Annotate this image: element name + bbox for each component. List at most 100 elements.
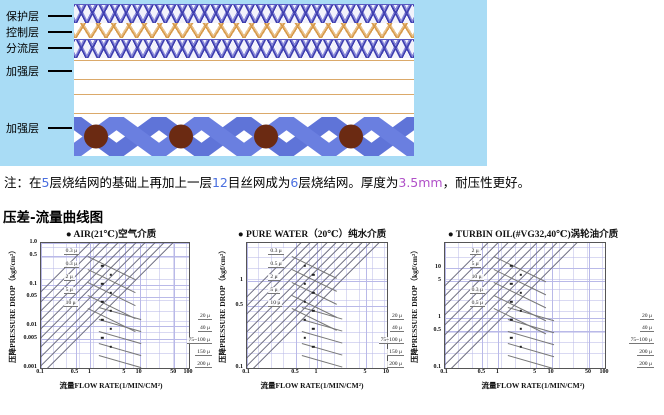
gridline-horizontal-minor: [41, 246, 189, 248]
gridline-vertical-minor: [132, 243, 134, 368]
note-text-4: ，耐压性更好。: [442, 175, 531, 190]
gridline-horizontal-minor: [41, 257, 189, 259]
leader-line-diffusion: [48, 47, 72, 49]
gridline-vertical-minor: [106, 243, 108, 368]
curve-callout-label: 2 μ: [268, 274, 280, 281]
x-axis-ticks: 0.1 0.5 1 5 10 50 100: [36, 369, 192, 379]
layer-label-protective: 保护层: [6, 10, 39, 23]
gridline-vertical-minor: [119, 243, 121, 368]
gridline-vertical-minor: [384, 243, 386, 368]
note-prefix: 注：在: [4, 175, 42, 190]
curve-callout-label: 0.3 μ: [268, 248, 284, 255]
plot-area: [444, 242, 606, 369]
gridline-vertical-minor: [371, 243, 373, 368]
gridline-vertical-minor: [258, 243, 260, 368]
curve-callout-label: 40 μ: [198, 325, 212, 332]
curve-marker-point: [509, 300, 513, 304]
curve-marker-point: [311, 291, 315, 295]
curve-callout-label: 200 μ: [195, 361, 212, 368]
support-circle: [74, 59, 94, 81]
gridline-horizontal: [41, 284, 189, 286]
x-axis-ticks: 0.1 0.5 1 5 10: [242, 369, 389, 379]
support-circle: [116, 93, 138, 115]
gridline-vertical-minor: [172, 243, 174, 368]
chart-title-air: ● AIR(21℃)空气介质: [65, 230, 157, 240]
curve-callout-label: 0.5 μ: [469, 300, 485, 307]
gridline-vertical-minor: [457, 243, 459, 368]
curve-marker-point: [509, 264, 513, 268]
curve-marker-point: [303, 300, 306, 304]
curve-callout-label: 5 μ: [469, 261, 481, 268]
curve-callout-label: 75~100 μ: [378, 337, 404, 344]
y-tick-label: 10: [435, 264, 441, 270]
gridline-horizontal: [445, 280, 605, 282]
plot-area: [40, 242, 190, 369]
gridline-horizontal-minor: [445, 321, 605, 323]
gridline-horizontal: [41, 326, 189, 328]
y-tick-label: 0.01: [26, 322, 38, 329]
support-circle: [292, 59, 314, 81]
support-circle: [270, 59, 292, 81]
support-circle: [138, 59, 160, 81]
curve-marker-point: [509, 318, 513, 322]
chart-air: ● AIR(21℃)空气介质 压降PRESSURE DROP（kgf/cm²） …: [6, 226, 216, 415]
x-tick-label: 5: [533, 369, 537, 375]
gridline-vertical-minor: [308, 243, 310, 368]
x-tick-label: 100: [183, 369, 193, 375]
gridline-vertical: [366, 243, 367, 368]
gridline-horizontal-minor: [445, 246, 605, 248]
gridline-vertical: [551, 243, 553, 368]
curve-marker-point: [100, 282, 104, 286]
x-axis-label: 流量FLOW RATE(1/MIN/CM²): [481, 381, 585, 390]
support-circle: [380, 93, 402, 115]
support-circle: [336, 59, 358, 81]
gridline-vertical-minor: [501, 243, 502, 368]
curve-callout-label: 200 μ: [387, 361, 404, 368]
gridline-vertical-minor: [159, 243, 161, 368]
gridline-horizontal: [41, 338, 189, 340]
gridline-horizontal: [445, 330, 605, 332]
y-tick-label: 1: [438, 314, 441, 320]
note-number-12: 12: [211, 175, 228, 190]
y-axis-label-turbin-oil: 压降PRESSURE DROP（kgf/cm²）: [409, 246, 419, 363]
curve-marker-point: [109, 345, 113, 349]
x-axis-ticks: 0.1 0.5 1 5 10 50 100: [440, 369, 608, 379]
curve-callout-label: 0.5 μ: [268, 261, 284, 268]
gridline-vertical: [317, 243, 318, 368]
layer-label-control: 控制层: [6, 26, 39, 39]
layer-label-reinforce-2: 加强层: [6, 122, 39, 135]
curve-marker-point: [100, 336, 104, 340]
support-circle: [116, 59, 138, 81]
gridline-horizontal-minor: [445, 268, 605, 269]
x-tick-label: 0.1: [36, 369, 44, 375]
mesh-band-coarse: [74, 117, 414, 156]
gridline-vertical-minor: [486, 243, 488, 368]
note-text-2: 目丝网成为: [227, 175, 291, 190]
x-tick-label: 10: [547, 369, 554, 375]
gridline-vertical-minor: [296, 243, 297, 368]
x-tick-label: 50: [585, 369, 591, 375]
plot-wrap-air: 压降PRESSURE DROP（kgf/cm²） 1.0 0.5 0.1 0.05 0.…: [6, 239, 216, 393]
curve-callout-label: 20 μ: [640, 313, 654, 320]
x-tick-label: 10: [135, 369, 142, 375]
curve-marker-point: [100, 318, 104, 322]
y-tick-label: 0.1: [235, 364, 244, 370]
mesh-band-control: [74, 23, 414, 38]
curve-marker-point: [311, 309, 315, 313]
y-tick-label: 0.1: [433, 364, 442, 370]
x-tick-label: 0.1: [440, 369, 448, 375]
support-circle: [314, 93, 336, 115]
y-tick-label: 1.0: [29, 239, 38, 245]
x-tick-label: 0.5: [70, 369, 79, 375]
x-tick-label: 100: [599, 369, 609, 375]
curve-marker-point: [519, 273, 522, 277]
x-tick-label: 10: [383, 369, 389, 375]
gridline-vertical: [189, 243, 190, 368]
gridline-vertical-minor: [601, 243, 603, 368]
coarse-weave-dot: [84, 124, 108, 149]
gridline-horizontal-minor: [445, 342, 605, 344]
coarse-weave-dot: [254, 124, 278, 149]
curve-marker-point: [109, 291, 113, 295]
support-circle: [226, 93, 248, 115]
coarse-weave-dot: [339, 124, 363, 149]
